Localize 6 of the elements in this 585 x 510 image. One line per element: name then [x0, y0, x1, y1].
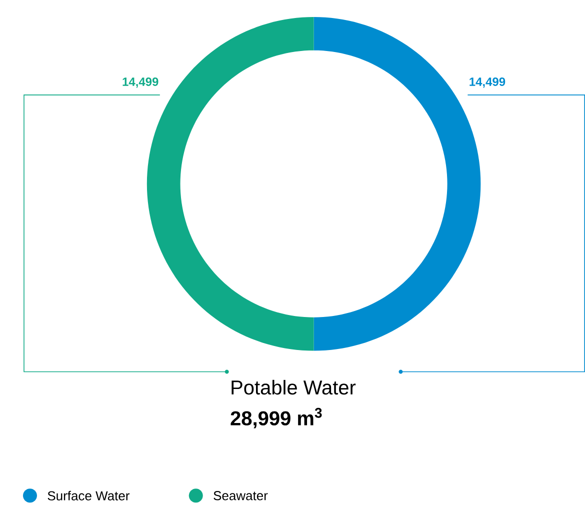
- legend-label: Surface Water: [48, 491, 130, 501]
- data-label: 14,499: [470, 78, 506, 88]
- legend-label: Seawater: [214, 491, 268, 500]
- text: Potable Water: [232, 380, 356, 395]
- data-label: 14,499: [122, 78, 158, 88]
- text: 28,999 m$^{3}$: [230, 408, 322, 428]
